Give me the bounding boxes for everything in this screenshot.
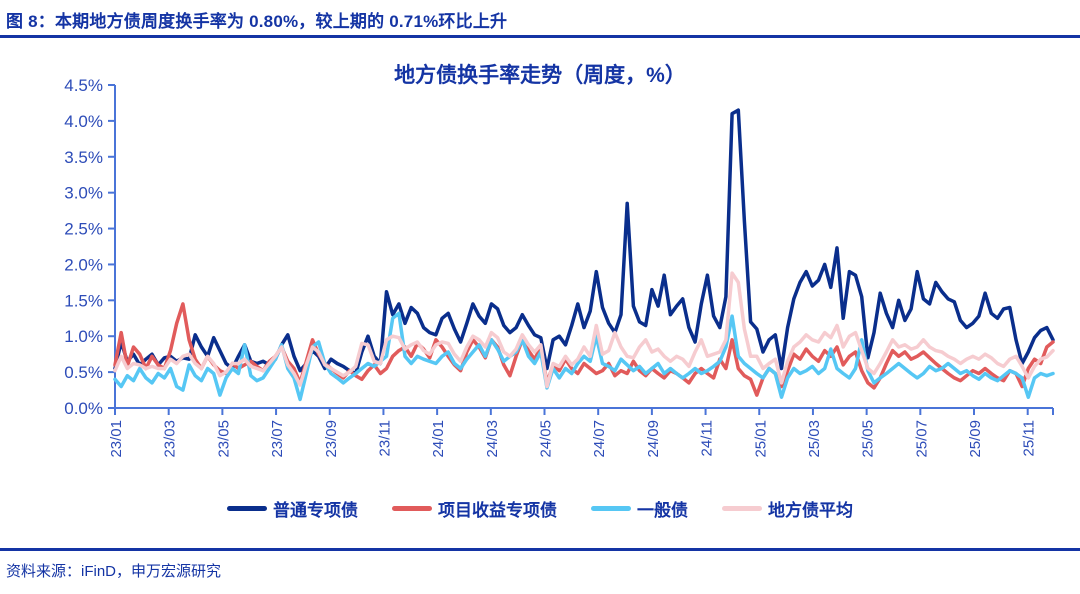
y-axis-tick-label: 0.0% [64,399,103,418]
chart-legend: 普通专项债 项目收益专项债 一般债 地方债平均 [0,496,1080,521]
x-axis-tick-label: 25/07 [913,420,930,458]
x-axis-tick-label: 24/01 [430,420,447,458]
y-axis-tick-label: 0.5% [64,363,103,382]
x-axis-tick-label: 24/07 [591,420,608,458]
legend-label: 普通专项债 [273,501,358,520]
legend-line-swatch [591,506,631,511]
x-axis-tick-label: 23/07 [269,420,286,458]
y-axis-tick-label: 4.0% [64,112,103,131]
y-axis-tick-label: 1.5% [64,291,103,310]
x-axis-tick-label: 25/09 [967,420,984,458]
y-axis-tick-label: 2.5% [64,220,103,239]
y-axis-tick-label: 1.0% [64,327,103,346]
x-axis-tick-label: 23/03 [162,420,179,458]
legend-line-swatch [227,506,267,511]
legend-item: 项目收益专项债 [392,496,557,521]
y-axis-tick-label: 3.0% [64,184,103,203]
x-axis-tick-label: 24/03 [484,420,501,458]
x-axis-tick-label: 23/05 [215,420,232,458]
legend-label: 地方债平均 [768,501,853,520]
x-axis-tick-label: 25/03 [806,420,823,458]
caption-underline [0,35,1080,38]
x-axis-tick-label: 23/09 [323,420,340,458]
legend-item: 普通专项债 [227,496,358,521]
x-axis-tick-label: 23/01 [108,420,125,458]
legend-item: 地方债平均 [722,496,853,521]
footer-rule [0,548,1080,551]
figure-caption: 图 8：本期地方债周度换手率为 0.80%，较上期的 0.71%环比上升 [6,12,508,31]
x-axis-tick-label: 23/11 [376,420,393,456]
x-axis-tick-label: 25/11 [1021,420,1038,456]
x-axis-tick-label: 25/01 [752,420,769,458]
legend-item: 一般债 [591,496,688,521]
series-line-普通专项债 [113,108,1055,376]
y-axis-tick-label: 4.5% [64,76,103,95]
x-axis-tick-label: 24/11 [699,420,716,456]
legend-label: 项目收益专项债 [438,501,557,520]
x-axis-tick-label: 24/09 [645,420,662,458]
y-axis-tick-label: 3.5% [64,148,103,167]
series-line-地方债平均 [113,271,1055,389]
chart-area: 地方债换手率走势（周度，%） 0.0% 0.5% 1.0% 1.5% 2.0% 2.5% 3.… [0,50,1080,495]
chart-title: 地方债换手率走势（周度，%） [394,63,686,87]
y-axis-tick-label: 2.0% [64,255,103,274]
source-note: 资料来源：iFinD，申万宏源研究 [6,563,222,580]
series-line-一般债 [113,311,1055,402]
legend-line-swatch [722,506,762,511]
x-axis-tick-label: 24/05 [538,420,555,458]
legend-label: 一般债 [637,501,688,520]
x-axis-tick-label: 25/05 [860,420,877,458]
legend-line-swatch [392,506,432,511]
chart-canvas: 地方债换手率走势（周度，%） 0.0% 0.5% 1.0% 1.5% 2.0% 2.5% 3.… [64,63,1055,458]
